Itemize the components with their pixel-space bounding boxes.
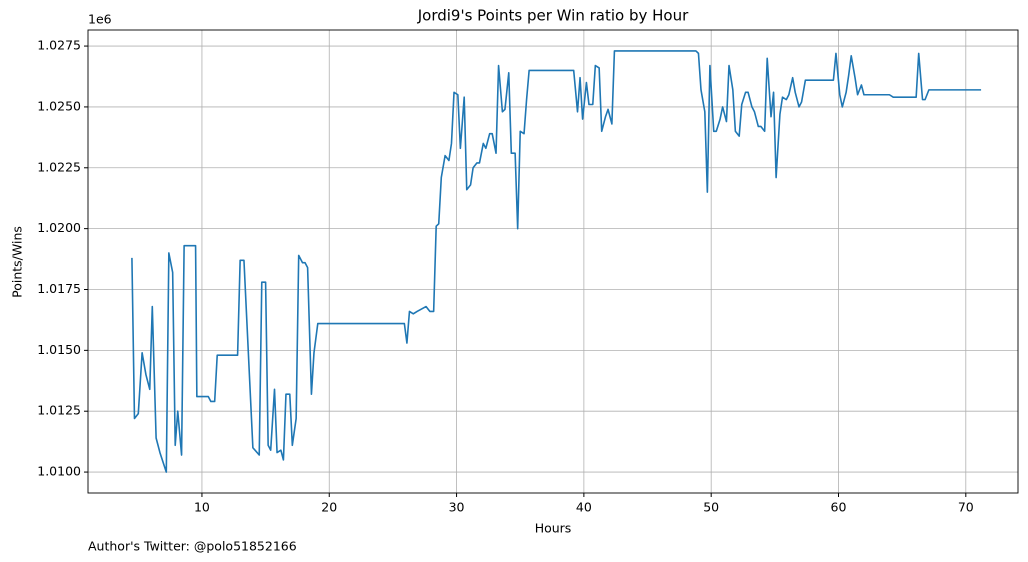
y-tick-label: 1.0200 [37,220,81,235]
x-tick-label: 30 [449,500,465,515]
data-line [131,50,982,473]
y-tick-label: 1.0125 [37,403,81,418]
plot-frame [87,29,1019,494]
y-tick-label: 1.0275 [37,38,81,53]
y-tick-label: 1.0250 [37,98,81,113]
y-tick-label: 1.0150 [37,342,81,357]
x-axis-label: Hours [535,521,572,536]
x-tick-label: 60 [831,500,847,515]
x-tick-label: 10 [194,500,210,515]
y-tick-label: 1.0175 [37,281,81,296]
y-offset-label: 1e6 [88,12,112,27]
y-axis-label: Points/Wins [10,226,25,298]
x-tick-label: 50 [703,500,719,515]
x-tick-label: 20 [321,500,337,515]
footnote: Author's Twitter: @polo51852166 [88,539,297,554]
y-tick-label: 1.0100 [37,464,81,479]
chart-title: Jordi9's Points per Win ratio by Hour [417,7,689,25]
x-tick-label: 70 [958,500,974,515]
y-tick-label: 1.0225 [37,159,81,174]
x-tick-label: 40 [576,500,592,515]
